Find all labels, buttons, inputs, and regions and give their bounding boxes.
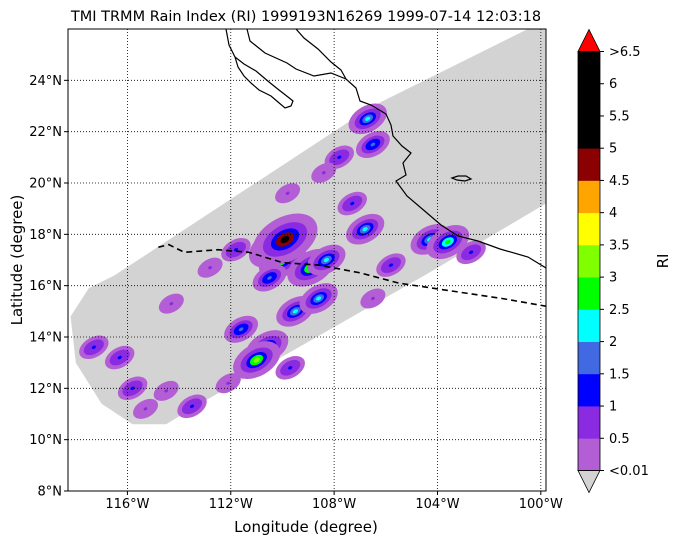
colorbar-tick-label: 4.5 <box>609 174 630 189</box>
colorbar-under-arrow <box>577 470 601 494</box>
colorbar-segment <box>578 148 600 181</box>
y-tick-label: 14°N <box>29 331 62 346</box>
chart-title: TMI TRMM Rain Index (RI) 1999193N16269 1… <box>70 9 541 25</box>
x-tick-label: 100°W <box>519 497 563 512</box>
colorbar-segment <box>578 373 600 407</box>
colorbar-segment <box>578 309 600 342</box>
x-tick-label: 112°W <box>209 497 253 512</box>
y-tick-label: 22°N <box>29 125 62 140</box>
island-tres-marias <box>450 175 473 182</box>
rain-cell <box>117 376 148 401</box>
colorbar-over-arrow <box>577 28 601 52</box>
rain-cell <box>252 264 287 292</box>
colorbar-segment <box>578 212 600 246</box>
colorbar: <0.01 0.5 1 1.5 2 2.5 3 3.5 4 4.5 5 5.5 6 >6.5 <box>577 28 649 494</box>
rain-cell <box>79 335 109 360</box>
rain-cell <box>275 183 301 204</box>
rain-cell <box>197 257 223 278</box>
x-tick-label: 116°W <box>105 497 149 512</box>
colorbar-segment <box>578 438 600 471</box>
rain-cell <box>177 394 207 419</box>
rain-cell <box>104 345 135 370</box>
rain-cell <box>233 341 281 379</box>
colorbar-tick-label: 3 <box>609 271 617 286</box>
rain-cell <box>337 191 367 216</box>
storm-track <box>158 243 546 307</box>
y-axis-label: Latitude (degree) <box>8 195 26 326</box>
x-axis: 116°W 112°W 108°W 104°W 100°W <box>105 491 563 512</box>
colorbar-tick-label: 6 <box>609 77 617 92</box>
colorbar-segment <box>578 277 600 310</box>
y-tick-label: 18°N <box>29 228 62 243</box>
colorbar-tick-label: 2 <box>609 335 617 350</box>
y-axis: 8°N 10°N 12°N 14°N 16°N 18°N 20°N 22°N 24°N <box>29 74 68 500</box>
rain-cell <box>348 103 387 135</box>
y-tick-label: 10°N <box>29 433 62 448</box>
colorbar-frame <box>577 51 601 471</box>
colorbar-segment <box>578 51 600 85</box>
colorbar-tick-label: >6.5 <box>609 45 641 60</box>
colorbar-segment <box>578 341 600 375</box>
colorbar-segment <box>578 180 600 214</box>
x-tick-label: 108°W <box>312 497 356 512</box>
colorbar-label: RI <box>654 254 672 269</box>
colorbar-segment <box>578 244 600 278</box>
colorbar-tick-label: 5 <box>609 142 617 157</box>
x-axis-label: Longitude (degree) <box>234 518 378 536</box>
coastline <box>225 29 546 269</box>
x-tick-label: 104°W <box>415 497 459 512</box>
colorbar-tick-label: 1.5 <box>609 367 630 382</box>
colorbar-tick-label: <0.01 <box>609 464 649 479</box>
colorbar-tick-label: 1 <box>609 400 617 415</box>
axes-frame <box>67 28 547 492</box>
rain-cell <box>360 288 386 309</box>
y-tick-label: 24°N <box>29 74 62 89</box>
colorbar-segment <box>578 115 600 149</box>
rain-cell <box>153 380 179 401</box>
colorbar-segment <box>578 406 600 439</box>
colorbar-tick-label: 0.5 <box>609 432 630 447</box>
coastline-mainland <box>246 29 546 269</box>
colorbar-tick-label: 2.5 <box>609 303 630 318</box>
rain-cell <box>132 398 159 419</box>
rain-cell <box>224 315 259 343</box>
rain-cell <box>299 283 338 314</box>
rain-cell <box>376 253 406 277</box>
rain-cell <box>456 240 486 265</box>
y-tick-label: 16°N <box>29 279 62 294</box>
rain-cell <box>355 130 390 159</box>
map-area <box>68 29 546 491</box>
rain-cell <box>311 162 337 183</box>
coastline-baja-tip <box>225 29 294 109</box>
y-tick-label: 12°N <box>29 382 62 397</box>
y-tick-label: 8°N <box>38 485 63 500</box>
rain-cells <box>79 103 486 419</box>
gridlines <box>68 29 546 491</box>
rain-cell <box>158 293 184 314</box>
colorbar-tick-label: 3.5 <box>609 238 630 253</box>
rain-cell <box>275 356 305 380</box>
y-tick-label: 20°N <box>29 177 62 192</box>
coastline-mainland-north <box>295 29 347 80</box>
rain-cell <box>252 213 318 266</box>
colorbar-tick-label: 4 <box>609 206 617 221</box>
colorbar-segment <box>578 83 600 117</box>
colorbar-tick-label: 5.5 <box>609 109 630 124</box>
